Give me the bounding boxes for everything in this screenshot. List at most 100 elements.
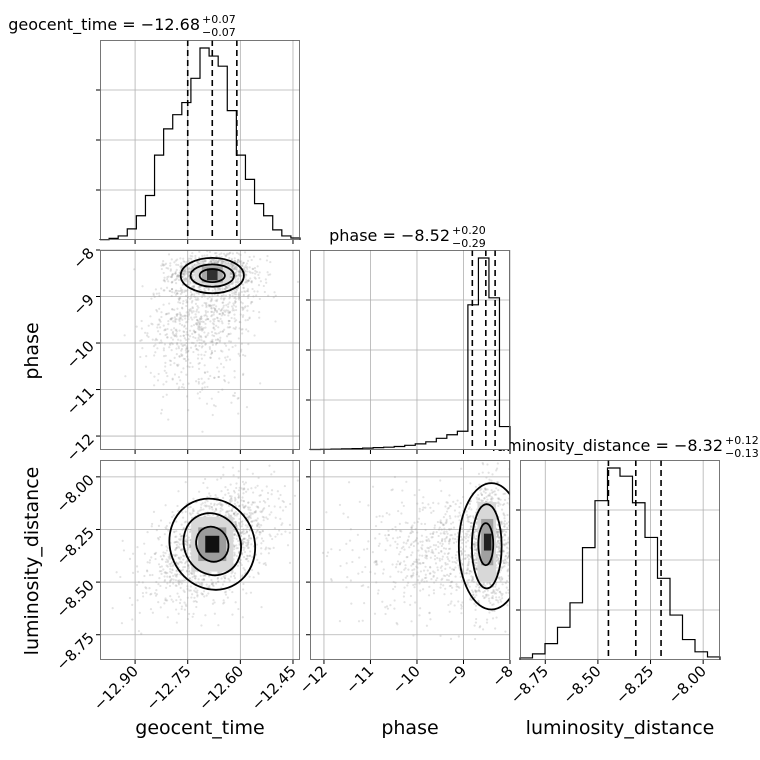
scatter-geocent-time-vs-phase-point-1539 [178,311,181,314]
scatter-geocent-time-vs-phase-point-1621 [186,289,189,292]
scatter-geocent-time-vs-phase-point-1729 [209,356,212,359]
scatter-phase-vs-luminosity-distance-point-126 [498,546,501,550]
scatter-geocent-time-vs-phase-point-609 [184,276,187,280]
scatter-geocent-time-vs-phase-point-67 [235,268,238,271]
scatter-geocent-time-vs-phase-point-65 [195,260,199,264]
scatter-phase-vs-luminosity-distance-point-1226 [509,526,510,529]
scatter-geocent-time-vs-luminosity-distance-point-323 [261,530,265,533]
scatter-geocent-time-vs-phase-point-1260 [241,308,244,312]
scatter-geocent-time-vs-luminosity-distance-point-564 [222,575,225,578]
scatter-geocent-time-vs-luminosity-distance-point-991 [213,504,216,507]
scatter-geocent-time-vs-phase-point-1223 [222,297,225,300]
scatter-geocent-time-vs-luminosity-distance-point-117 [257,476,260,479]
scatter-phase-vs-luminosity-distance-point-1034 [443,593,446,596]
scatter-geocent-time-vs-luminosity-distance-point-712 [150,525,153,528]
scatter-geocent-time-vs-phase-point-1756 [165,393,168,396]
scatter-geocent-time-vs-luminosity-distance-point-956 [167,559,170,562]
scatter-geocent-time-vs-luminosity-distance-point-943 [188,569,191,573]
scatter-geocent-time-vs-phase-point-1114 [215,261,218,264]
scatter-phase-vs-luminosity-distance-point-568 [499,579,502,582]
scatter-geocent-time-vs-phase-point-1554 [165,333,169,336]
scatter-geocent-time-vs-phase-point-575 [231,282,234,285]
hist-luminosity-distance-bin-9 [633,503,646,660]
scatter-geocent-time-vs-luminosity-distance-point-366 [214,508,218,511]
scatter-geocent-time-vs-luminosity-distance-point-510 [243,568,246,572]
scatter-geocent-time-vs-luminosity-distance-point-446 [184,562,187,565]
scatter-geocent-time-vs-luminosity-distance-point-1099 [187,506,190,509]
scatter-geocent-time-vs-luminosity-distance-point-1211 [233,545,236,549]
scatter-geocent-time-vs-luminosity-distance-point-1381 [222,496,225,500]
scatter-geocent-time-vs-phase-point-1718 [229,340,233,343]
scatter-phase-vs-luminosity-distance-point-14 [498,550,501,553]
scatter-geocent-time-vs-luminosity-distance-point-851 [180,548,183,551]
scatter-geocent-time-vs-phase-point-979 [141,285,144,288]
scatter-phase-vs-luminosity-distance-point-813 [495,467,499,470]
scatter-phase-vs-luminosity-distance-point-1147 [403,586,406,589]
scatter-phase-vs-luminosity-distance-point-1090 [475,585,478,588]
scatter-geocent-time-vs-phase-point-1476 [187,312,191,315]
scatter-geocent-time-vs-phase-point-1053 [194,313,197,316]
scatter-geocent-time-vs-phase-point-1494 [216,366,219,369]
scatter-geocent-time-vs-luminosity-distance-point-165 [264,562,267,565]
scatter-geocent-time-vs-phase-point-933 [237,258,240,261]
scatter-geocent-time-vs-luminosity-distance-point-1221 [168,553,171,556]
scatter-geocent-time-vs-phase-point-1544 [155,337,158,340]
scatter-geocent-time-vs-luminosity-distance-point-1458 [183,590,186,594]
scatter-geocent-time-vs-phase-point-471 [197,256,201,259]
scatter-geocent-time-vs-phase-point-1334 [252,295,255,298]
scatter-geocent-time-vs-phase-point-1161 [242,287,245,290]
scatter-phase-vs-luminosity-distance-point-1001 [414,528,417,531]
scatter-phase-vs-luminosity-distance-point-433 [484,593,488,597]
scatter-geocent-time-vs-phase-point-1233 [246,288,250,291]
scatter-phase-vs-luminosity-distance-point-471 [496,481,499,484]
scatter-geocent-time-vs-phase-point-1312 [221,294,224,297]
scatter-geocent-time-vs-luminosity-distance-point-898 [250,503,253,506]
scatter-phase-vs-luminosity-distance-point-920 [450,592,453,595]
scatter-phase-vs-luminosity-distance-point-1038 [399,550,402,554]
scatter-geocent-time-vs-luminosity-distance-point-806 [219,477,223,480]
scatter-geocent-time-vs-phase-point-1711 [184,314,187,317]
scatter-geocent-time-vs-phase-point-896 [254,269,257,272]
scatter-phase-vs-luminosity-distance-point-336 [467,520,471,523]
scatter-geocent-time-vs-phase-point-1751 [187,382,190,385]
scatter-geocent-time-vs-phase-point-1158 [238,320,241,324]
scatter-geocent-time-vs-phase-point-1712 [123,334,126,337]
scatter-geocent-time-vs-phase-point-1111 [180,306,184,309]
scatter-geocent-time-vs-phase-point-6 [184,267,187,271]
scatter-geocent-time-vs-luminosity-distance-point-1413 [256,558,259,561]
scatter-geocent-time-vs-luminosity-distance-point-1421 [185,540,188,543]
scatter-geocent-time-vs-phase-point-881 [191,262,194,265]
title-geocent-time-plus: +0.07 [202,13,236,26]
scatter-geocent-time-vs-phase-point-1220 [184,317,187,320]
scatter-geocent-time-vs-phase-point-1604 [153,384,156,387]
scatter-geocent-time-vs-phase-point-1345 [186,275,189,279]
scatter-geocent-time-vs-phase-point-1329 [240,306,244,309]
scatter-geocent-time-vs-luminosity-distance-point-1426 [241,530,244,533]
scatter-geocent-time-vs-luminosity-distance-point-352 [201,581,204,585]
scatter-geocent-time-vs-phase-point-86 [190,267,193,270]
scatter-geocent-time-vs-phase-point-968 [233,317,236,320]
scatter-geocent-time-vs-luminosity-distance-point-272 [131,618,134,621]
scatter-phase-vs-luminosity-distance-point-1219 [496,462,499,465]
scatter-phase-vs-luminosity-distance-point-758 [497,489,500,492]
scatter-geocent-time-vs-luminosity-distance-point-23 [284,505,287,508]
scatter-geocent-time-vs-phase-point-992 [240,290,244,294]
scatter-geocent-time-vs-luminosity-distance-point-267 [166,616,169,619]
scatter-geocent-time-vs-phase-point-1398 [226,326,229,329]
scatter-geocent-time-vs-phase-point-1594 [184,321,188,324]
scatter-phase-vs-luminosity-distance-point-1212 [451,521,455,524]
scatter-geocent-time-vs-luminosity-distance-point-1372 [177,583,181,586]
scatter-phase-vs-luminosity-distance-point-1295 [448,540,451,543]
scatter-phase-vs-luminosity-distance-point-1125 [451,556,454,559]
scatter-phase-vs-luminosity-distance-point-449 [496,553,499,556]
scatter-geocent-time-vs-phase-point-1691 [223,313,226,317]
scatter-geocent-time-vs-phase-point-1202 [231,292,234,295]
scatter-geocent-time-vs-phase-point-1696 [180,343,183,346]
scatter-geocent-time-vs-phase-point-1105 [203,340,206,343]
scatter-geocent-time-vs-phase-point-1610 [190,294,193,297]
scatter-geocent-time-vs-phase-point-426 [167,275,170,278]
scatter-geocent-time-vs-luminosity-distance-point-24 [236,527,239,530]
scatter-phase-vs-luminosity-distance-point-700 [496,555,499,558]
scatter-geocent-time-vs-luminosity-distance-point-1007 [233,577,237,580]
scatter-geocent-time-vs-luminosity-distance-point-550 [264,563,267,567]
